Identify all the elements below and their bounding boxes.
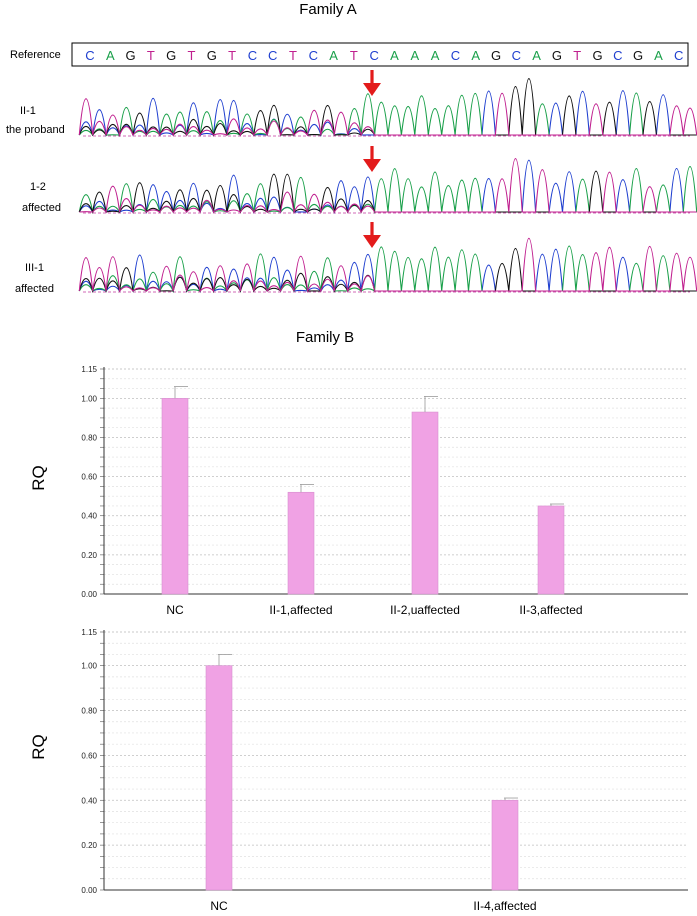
track-2-label-line2: affected bbox=[22, 202, 61, 214]
y-tick-label: 0.40 bbox=[81, 512, 97, 521]
rq-bar-chart-1: 0.00 0.20 0.40 0.60 0.80 1.00 1.15 RQ NC II-1,aff… bbox=[29, 365, 688, 617]
bar bbox=[205, 665, 233, 891]
bar bbox=[537, 505, 565, 595]
reference-base: C bbox=[512, 48, 521, 63]
reference-base: C bbox=[248, 48, 257, 63]
reference-base: G bbox=[126, 48, 136, 63]
reference-base: A bbox=[471, 48, 480, 63]
chromatogram-track-1 bbox=[78, 78, 697, 138]
reference-sequence-box bbox=[71, 42, 689, 67]
trace-t bbox=[79, 158, 697, 215]
trace-c bbox=[78, 159, 697, 215]
y-tick-label: 0.60 bbox=[81, 751, 97, 760]
trace-t bbox=[78, 238, 697, 294]
reference-base: T bbox=[289, 48, 297, 63]
mutation-arrow-3 bbox=[363, 222, 381, 248]
reference-base: G bbox=[633, 48, 643, 63]
reference-base: T bbox=[350, 48, 358, 63]
rq-bar-chart-2: 0.00 0.20 0.40 0.60 0.80 1.00 1.15 RQ NC II-4,aff… bbox=[29, 628, 688, 913]
y-tick-label: 0.60 bbox=[81, 473, 97, 482]
family-b-title: Family B bbox=[296, 329, 354, 346]
reference-base: A bbox=[106, 48, 115, 63]
reference-base: T bbox=[228, 48, 236, 63]
bar bbox=[491, 799, 519, 891]
y-tick-label: 0.80 bbox=[81, 433, 97, 442]
reference-base: G bbox=[207, 48, 217, 63]
category-label: II-3,affected bbox=[519, 603, 582, 617]
trace-a bbox=[78, 92, 697, 137]
y-tick-label: 0.40 bbox=[81, 796, 97, 805]
category-label: NC bbox=[166, 603, 184, 617]
reference-base: G bbox=[592, 48, 602, 63]
category-label: II-2,uaffected bbox=[390, 603, 460, 617]
category-label: NC bbox=[210, 899, 228, 913]
reference-base: G bbox=[166, 48, 176, 63]
trace-t bbox=[78, 93, 697, 138]
y-tick-label: 0.00 bbox=[81, 886, 97, 895]
reference-base: A bbox=[410, 48, 419, 63]
track-1-label-line2: the proband bbox=[6, 124, 65, 136]
y-tick-label: 1.15 bbox=[81, 365, 97, 374]
y-tick-label: 0.00 bbox=[81, 590, 97, 599]
reference-base: A bbox=[431, 48, 440, 63]
y-axis-label: RQ bbox=[29, 734, 48, 760]
reference-base: A bbox=[390, 48, 399, 63]
bar bbox=[287, 491, 315, 595]
reference-base: A bbox=[654, 48, 663, 63]
y-tick-label: 1.00 bbox=[81, 662, 97, 671]
bar bbox=[161, 398, 189, 595]
track-3-label-line2: affected bbox=[15, 283, 54, 295]
chromatogram-track-2 bbox=[78, 158, 697, 215]
reference-base: C bbox=[268, 48, 277, 63]
y-tick-label: 0.20 bbox=[81, 841, 97, 850]
track-2-label-line1: 1-2 bbox=[30, 181, 46, 193]
reference-base: T bbox=[188, 48, 196, 63]
y-axis-label: RQ bbox=[29, 465, 48, 491]
track-1-label-line1: II-1 bbox=[20, 105, 36, 117]
reference-base: G bbox=[491, 48, 501, 63]
y-tick-label: 1.00 bbox=[81, 394, 97, 403]
reference-base: T bbox=[147, 48, 155, 63]
reference-base: C bbox=[451, 48, 460, 63]
mutation-arrow-2 bbox=[363, 146, 381, 172]
family-a-title: Family A bbox=[299, 1, 357, 18]
reference-base: C bbox=[370, 48, 379, 63]
mutation-arrow-1 bbox=[363, 70, 381, 96]
reference-base: C bbox=[674, 48, 683, 63]
category-label: II-1,affected bbox=[269, 603, 332, 617]
reference-base: A bbox=[329, 48, 338, 63]
category-label: II-4,affected bbox=[473, 899, 536, 913]
y-tick-label: 0.80 bbox=[81, 707, 97, 716]
y-tick-label: 0.20 bbox=[81, 551, 97, 560]
reference-label: Reference bbox=[10, 49, 61, 61]
mutation-arrows bbox=[363, 70, 381, 248]
reference-base: C bbox=[85, 48, 94, 63]
y-tick-label: 1.15 bbox=[81, 628, 97, 637]
reference-base: G bbox=[552, 48, 562, 63]
track-3-label-line1: III-1 bbox=[25, 262, 44, 274]
reference-base: T bbox=[573, 48, 581, 63]
chromatogram-track-3 bbox=[78, 238, 697, 294]
bar bbox=[411, 411, 439, 595]
reference-base: C bbox=[309, 48, 318, 63]
reference-base: A bbox=[532, 48, 541, 63]
reference-base: C bbox=[613, 48, 622, 63]
